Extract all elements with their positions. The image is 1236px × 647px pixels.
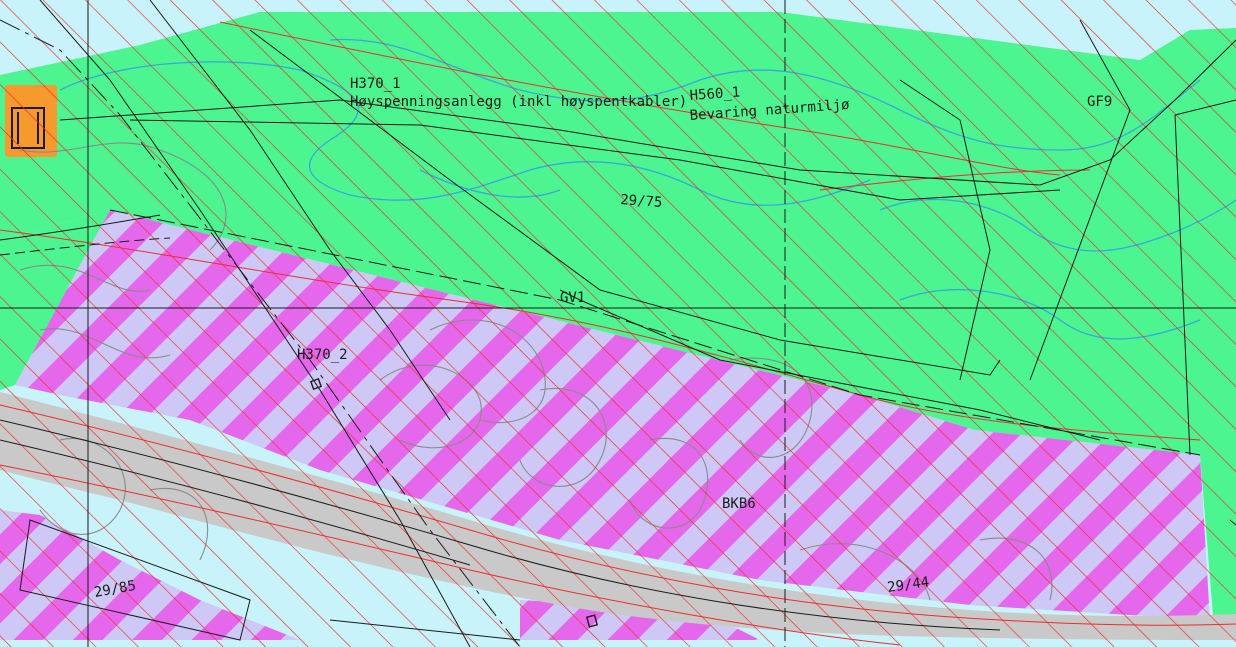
marker-h370-2[interactable] (309, 377, 323, 391)
label-h370-1-desc: Høyspenningsanlegg (inkl høyspentkabler) (350, 94, 687, 110)
label-h370-1: H370_1 (350, 76, 401, 92)
label-h560-1: H560_1 (689, 85, 741, 104)
label-gf9: GF9 (1087, 94, 1112, 110)
marker-bottom[interactable] (585, 614, 599, 628)
label-gv1: GV1 (560, 290, 585, 306)
label-parcel-2975: 29/75 (620, 192, 663, 211)
red-boundary-lines (0, 21, 1236, 646)
label-parcel-2944: 29/44 (886, 574, 930, 596)
label-parcel-2985: 29/85 (93, 578, 137, 601)
label-bkb6: BKB6 (722, 496, 756, 512)
label-h370-2: H370_2 (297, 347, 348, 363)
